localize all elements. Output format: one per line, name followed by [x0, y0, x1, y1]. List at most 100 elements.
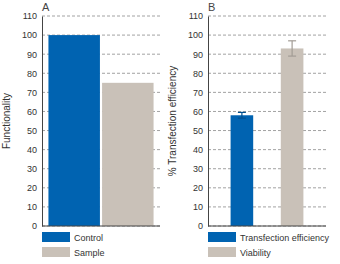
grid-line [208, 54, 326, 55]
y-tick-label: 80 [27, 69, 37, 79]
y-tick: 100 [22, 30, 42, 40]
y-tick-label: 0 [32, 221, 37, 231]
y-tick-label: 20 [27, 183, 37, 193]
grid-line [208, 16, 326, 17]
legend-swatch [42, 232, 70, 242]
grid-line [208, 149, 326, 150]
y-tick: 110 [189, 11, 208, 21]
grid-line [208, 187, 326, 188]
y-tick: 80 [193, 69, 208, 79]
y-tick: 60 [27, 107, 42, 117]
y-tick: 100 [188, 30, 208, 40]
y-tick-label: 60 [193, 107, 203, 117]
grid-line [208, 92, 326, 93]
chart-title: B [208, 1, 215, 13]
y-tick: 10 [193, 202, 208, 212]
grid-line [208, 73, 326, 74]
y-tick-label: 40 [27, 145, 37, 155]
grid-line [42, 16, 160, 17]
bar [48, 35, 99, 226]
y-tick: 90 [193, 50, 208, 60]
y-tick-label: 110 [189, 11, 203, 21]
panel: B 0 10 20 30 40 50 60 70 80 90 100 110 % Transfection… [167, 1, 330, 258]
y-tick: 0 [32, 221, 42, 231]
y-tick: 30 [27, 164, 42, 174]
grid-line [208, 111, 326, 112]
y-tick-label: 60 [27, 107, 37, 117]
error-bar [238, 112, 246, 118]
legend-label: Transfection efficiency [240, 233, 330, 243]
grid-line [208, 206, 326, 207]
y-tick: 50 [27, 126, 42, 136]
y-tick-label: 10 [27, 202, 37, 212]
error-bar-cap [288, 40, 296, 41]
y-axis: 0 10 20 30 40 50 60 70 80 90 100 110 [188, 11, 209, 231]
y-tick: 40 [27, 145, 42, 155]
y-axis-line [42, 17, 43, 227]
y-tick: 70 [27, 88, 42, 98]
y-tick: 110 [23, 11, 42, 21]
grid [208, 16, 326, 226]
chart-title: A [42, 1, 50, 13]
y-tick-label: 90 [27, 50, 37, 60]
legend-swatch [42, 247, 70, 257]
y-tick-label: 80 [193, 69, 203, 79]
panel: A 0 10 20 30 40 50 60 70 80 90 100 110 Functionality C… [1, 1, 160, 258]
legend-label: Control [74, 233, 103, 243]
error-bar-cap [238, 112, 246, 113]
y-tick: 60 [193, 107, 208, 117]
legend: Transfection efficiency Viability [208, 232, 330, 258]
y-tick-label: 20 [193, 183, 203, 193]
y-tick-label: 0 [198, 221, 203, 231]
legend: Control Sample [42, 232, 105, 258]
grid-line [208, 35, 326, 36]
y-tick-label: 30 [193, 164, 203, 174]
bar [231, 115, 254, 226]
legend-label: Viability [240, 248, 271, 258]
error-bar-cap [288, 55, 296, 56]
bar [281, 48, 304, 226]
y-tick: 40 [193, 145, 208, 155]
y-tick-label: 40 [193, 145, 203, 155]
y-tick-label: 10 [193, 202, 203, 212]
y-axis-title: Functionality [1, 93, 12, 149]
y-tick: 30 [193, 164, 208, 174]
grid-line [208, 168, 326, 169]
y-tick: 50 [193, 126, 208, 136]
y-axis-line [208, 17, 209, 227]
y-tick: 20 [193, 183, 208, 193]
y-tick-label: 70 [193, 88, 203, 98]
y-tick-label: 70 [27, 88, 37, 98]
bar [102, 83, 153, 226]
chart-canvas: A0102030405060708090100110FunctionalityC… [0, 0, 340, 264]
error-bar-stem [241, 112, 242, 118]
y-tick-label: 90 [193, 50, 203, 60]
y-axis: 0 10 20 30 40 50 60 70 80 90 100 110 [22, 11, 43, 231]
grid-line [208, 226, 326, 227]
y-tick: 20 [27, 183, 42, 193]
legend-swatch [208, 232, 236, 242]
y-tick-label: 30 [27, 164, 37, 174]
plot-area [231, 41, 304, 226]
grid [42, 16, 160, 226]
y-tick-label: 50 [193, 126, 203, 136]
plot-area [48, 35, 153, 226]
error-bar [288, 41, 296, 56]
x-axis-line [208, 226, 326, 227]
legend-label: Sample [74, 248, 105, 258]
y-axis-title: % Transfection efficiency [167, 66, 178, 176]
grid-line [208, 130, 326, 131]
y-tick: 10 [27, 202, 42, 212]
grid-line [42, 226, 160, 227]
y-tick: 90 [27, 50, 42, 60]
y-tick: 80 [27, 69, 42, 79]
error-bar-stem [292, 41, 293, 56]
legend-swatch [208, 247, 236, 257]
y-tick-label: 100 [22, 30, 37, 40]
y-tick-label: 100 [188, 30, 203, 40]
y-tick: 70 [193, 88, 208, 98]
x-axis-line [42, 226, 160, 227]
y-tick: 0 [198, 221, 208, 231]
error-bar-cap [238, 118, 246, 119]
y-tick-label: 110 [23, 11, 37, 21]
